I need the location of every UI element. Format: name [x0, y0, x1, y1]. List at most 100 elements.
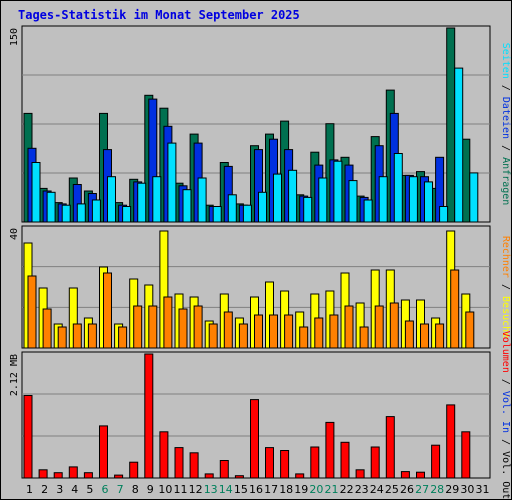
x-tick-label-day-7: 7 [117, 483, 124, 496]
bar-requests-seiten-day-1 [31, 162, 41, 223]
bar-volume-volumen-day-11 [174, 447, 184, 479]
bar-volume-volumen-day-1 [23, 395, 33, 479]
bar-volume-volumen-day-20 [310, 446, 320, 479]
y-max-label-volume: 2.12 MB [9, 354, 20, 396]
legend-item: / [500, 278, 511, 290]
bar-requests-seiten-day-25 [393, 153, 403, 223]
x-tick-label-day-4: 4 [71, 483, 78, 496]
bar-visits-rechner-day-7 [118, 326, 128, 349]
bar-visits-rechner-day-19 [299, 326, 309, 349]
legend-item: Volumen [500, 331, 511, 373]
x-tick-label-day-9: 9 [147, 483, 154, 496]
bar-requests-seiten-day-28 [439, 206, 449, 223]
bar-volume-volumen-day-18 [280, 450, 290, 479]
bar-volume-volumen-day-30 [461, 431, 471, 479]
bar-volume-volumen-day-26 [400, 471, 410, 479]
x-tick-label-day-31: 31 [476, 483, 490, 496]
x-tick-label-day-11: 11 [174, 483, 188, 496]
legend-requests: Seiten / Dateien / Anfragen [500, 43, 511, 206]
x-tick-label-day-1: 1 [26, 483, 33, 496]
bar-volume-volumen-day-10 [159, 431, 169, 479]
x-tick-label-day-12: 12 [189, 483, 203, 496]
bar-requests-seiten-day-18 [288, 169, 298, 223]
bar-requests-seiten-day-10 [167, 142, 177, 223]
bar-requests-seiten-day-26 [408, 176, 418, 223]
bar-requests-seiten-day-5 [91, 199, 101, 223]
x-tick-label-day-8: 8 [132, 483, 139, 496]
x-tick-label-day-2: 2 [41, 483, 48, 496]
bar-visits-rechner-day-29 [450, 269, 460, 349]
bar-requests-seiten-day-2 [46, 191, 56, 223]
x-tick-label-day-14: 14 [219, 483, 233, 496]
chart-title: Tages-Statistik im Monat September 2025 [18, 8, 300, 22]
bar-volume-volumen-day-6 [99, 425, 108, 479]
bar-requests-seiten-day-19 [303, 196, 313, 223]
bar-visits-rechner-day-22 [344, 305, 354, 349]
x-tick-label-day-25: 25 [385, 483, 399, 496]
bar-visits-rechner-day-16 [254, 314, 263, 349]
x-tick-label-day-16: 16 [249, 483, 263, 496]
legend-item: Dateien [500, 91, 511, 139]
x-tick-label-day-3: 3 [56, 483, 63, 496]
bar-visits-rechner-day-9 [148, 305, 158, 349]
bar-visits-rechner-day-21 [329, 314, 339, 349]
bar-visits-rechner-day-24 [374, 305, 384, 349]
bar-visits-rechner-day-20 [314, 317, 324, 349]
x-tick-label-day-10: 10 [158, 483, 172, 496]
bar-requests-seiten-day-29 [454, 67, 464, 223]
bar-requests-seiten-day-8 [137, 182, 147, 223]
y-max-label-requests: 150 [9, 28, 20, 46]
bar-volume-volumen-day-22 [340, 441, 350, 479]
bar-visits-rechner-day-25 [389, 302, 399, 349]
bar-visits-rechner-day-30 [465, 311, 475, 349]
x-tick-label-day-18: 18 [279, 483, 293, 496]
x-tick-label-day-17: 17 [264, 483, 278, 496]
x-tick-label-day-23: 23 [355, 483, 369, 496]
bar-volume-volumen-day-12 [189, 452, 199, 479]
bar-volume-volumen-day-5 [83, 472, 93, 479]
bar-volume-volumen-day-9 [144, 353, 154, 479]
bar-requests-seiten-day-12 [197, 177, 207, 223]
bar-visits-rechner-day-26 [404, 320, 414, 349]
bar-visits-rechner-day-2 [42, 308, 52, 349]
legend-item: / [500, 79, 511, 91]
bar-requests-seiten-day-9 [152, 176, 162, 223]
bar-requests-seiten-day-15 [242, 204, 252, 223]
chart-legends: Seiten / Dateien / Anfragen Rechner / Bes… [500, 43, 511, 500]
x-tick-label-day-22: 22 [340, 483, 354, 496]
bar-requests-seiten-day-27 [424, 181, 433, 223]
legend-item: Vol. Out [500, 445, 511, 499]
bar-volume-volumen-day-14 [219, 460, 229, 479]
bar-requests-seiten-day-11 [182, 189, 192, 223]
bar-volume-volumen-day-28 [431, 444, 441, 479]
y-axis-max-labels: 150 40 2.12 MB [9, 28, 20, 396]
bar-visits-rechner-day-8 [133, 305, 143, 349]
bar-volume-volumen-day-25 [385, 416, 395, 479]
bar-visits-rechner-day-4 [72, 323, 82, 349]
chart-bars [23, 27, 479, 479]
x-tick-label-day-29: 29 [445, 483, 459, 496]
bar-visits-rechner-day-15 [238, 323, 248, 349]
bar-volume-volumen-day-4 [68, 466, 78, 479]
bar-requests-seiten-day-7 [122, 206, 132, 223]
bar-volume-volumen-day-7 [114, 474, 124, 479]
legend-item: Besuche [500, 290, 511, 338]
legend-item: Rechner [500, 236, 511, 278]
bar-visits-rechner-day-3 [57, 326, 67, 349]
x-tick-label-day-24: 24 [370, 483, 384, 496]
x-tick-label-day-28: 28 [430, 483, 444, 496]
bar-requests-seiten-day-23 [363, 199, 373, 223]
x-tick-label-day-20: 20 [309, 483, 323, 496]
bar-requests-seiten-day-13 [212, 206, 222, 223]
legend-visits: Rechner / Besuche [500, 236, 511, 338]
bar-visits-rechner-day-11 [178, 308, 188, 349]
bar-visits-rechner-day-10 [163, 296, 173, 349]
x-tick-label-day-19: 19 [294, 483, 308, 496]
bar-visits-rechner-day-5 [87, 323, 97, 349]
bar-volume-volumen-day-24 [370, 446, 380, 479]
bar-volume-volumen-day-2 [38, 469, 48, 479]
x-tick-label-day-27: 27 [415, 483, 429, 496]
legend-item: Anfragen [500, 151, 511, 205]
x-axis-tick-labels: 1 2 3 4 5 6 7 8 9 10 11 12 13 14 15 16 17 18 19 20 21 22 23 24 2… [26, 483, 490, 496]
